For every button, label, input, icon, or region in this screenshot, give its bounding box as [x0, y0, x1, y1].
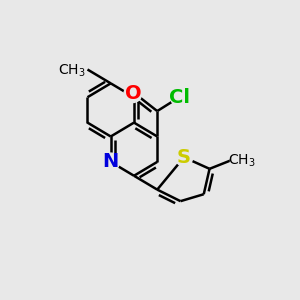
Text: Cl: Cl	[169, 88, 190, 107]
Text: O: O	[124, 84, 141, 103]
Text: N: N	[103, 152, 119, 171]
Circle shape	[124, 85, 142, 103]
Text: $\mathregular{CH_3}$: $\mathregular{CH_3}$	[58, 62, 86, 79]
Text: $\mathregular{CH_3}$: $\mathregular{CH_3}$	[228, 153, 256, 169]
Text: S: S	[177, 148, 191, 167]
Circle shape	[102, 153, 120, 171]
Circle shape	[60, 59, 83, 82]
Circle shape	[230, 150, 254, 173]
Circle shape	[170, 88, 188, 106]
Circle shape	[175, 148, 193, 166]
